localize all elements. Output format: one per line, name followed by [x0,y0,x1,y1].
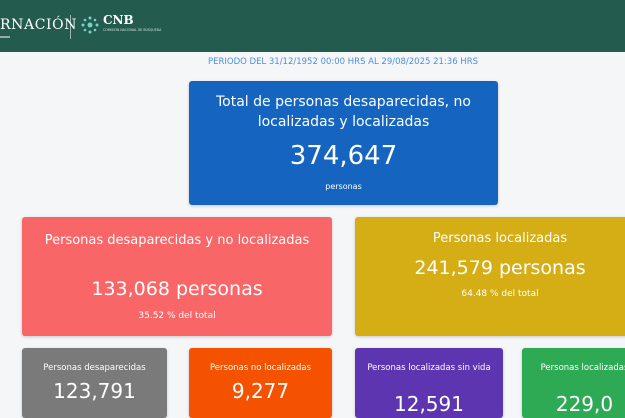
localizadas-con-vida-title: Personas localizadas [540,363,625,373]
desaparecidas-no-localizadas-value: 133,068 personas [91,278,263,300]
header-separator [70,15,71,39]
total-personas-card: Total de personas desaparecidas, no loca… [189,81,498,205]
gobernacion-logo-subline [0,36,10,38]
desaparecidas-no-localizadas-title: Personas desaparecidas y no localizadas [44,233,310,248]
no-localizadas-title: Personas no localizadas [209,363,312,373]
desaparecidas-value: 123,791 [53,379,136,403]
desaparecidas-no-localizadas-card: Personas desaparecidas y no localizadas … [22,217,332,336]
cnb-emblem-icon [81,16,99,34]
cnb-logo-subtitle: COMISIÓN NACIONAL DE BÚSQUEDA [103,28,162,32]
cnb-logo-title: CNB [103,13,134,27]
localizadas-sin-vida-value: 12,591 [394,392,464,416]
localizadas-sin-vida-card: Personas localizadas sin vida 12,591 [355,348,503,418]
localizadas-title: Personas localizadas [432,231,568,246]
localizadas-sin-vida-title: Personas localizadas sin vida [367,363,491,373]
localizadas-con-vida-value: 229,0 [555,392,614,416]
desaparecidas-title: Personas desaparecidas [43,363,146,373]
top-header: RNACIÓN CNB COMISIÓN NACIONAL DE BÚSQUED… [0,0,625,52]
desaparecidas-no-localizadas-percent: 35.52 % del total [138,311,216,321]
gobernacion-logo-text: RNACIÓN [0,17,78,33]
localizadas-con-vida-card: Personas localizadas 229,0 [522,348,625,418]
localizadas-card: Personas localizadas 241,579 personas 64… [355,217,625,336]
localizadas-percent: 64.48 % del total [461,289,539,299]
total-card-unit: personas [325,182,362,191]
period-range: PERIODO DEL 31/12/1952 00:00 HRS AL 29/0… [207,57,478,67]
total-card-title: Total de personas desaparecidas, no loca… [216,94,471,130]
no-localizadas-card: Personas no localizadas 9,277 [189,348,332,418]
total-card-value: 374,647 [289,141,398,171]
desaparecidas-card: Personas desaparecidas 123,791 [22,348,167,418]
localizadas-value: 241,579 personas [414,257,586,279]
no-localizadas-value: 9,277 [231,379,290,403]
